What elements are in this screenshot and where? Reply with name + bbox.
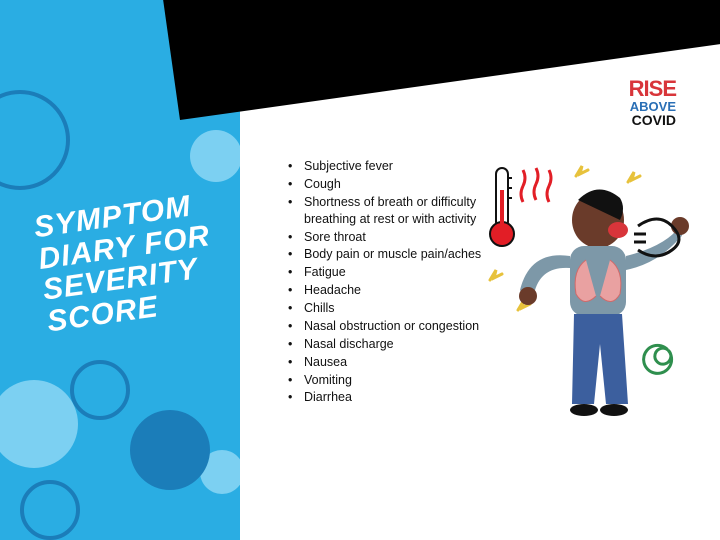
- list-item: Diarrhea: [286, 389, 486, 406]
- list-item: Cough: [286, 176, 486, 193]
- person-illustration: [478, 160, 698, 460]
- bubble: [70, 360, 130, 420]
- page-title: SYMPTOM DIARY FOR SEVERITY SCORE: [32, 189, 221, 338]
- bubble: [0, 90, 70, 190]
- bubble: [0, 380, 78, 468]
- spiral-icon: [644, 345, 672, 373]
- list-item: Shortness of breath or difficulty breath…: [286, 194, 486, 228]
- list-item: Sore throat: [286, 229, 486, 246]
- list-item: Nasal discharge: [286, 336, 486, 353]
- list-item: Vomiting: [286, 372, 486, 389]
- list-item: Chills: [286, 300, 486, 317]
- logo-line-3: COVID: [629, 113, 676, 127]
- thermometer-icon: [490, 168, 514, 246]
- list-item: Headache: [286, 282, 486, 299]
- heat-icon: [521, 168, 551, 202]
- person-icon: [519, 189, 689, 416]
- logo: RISE ABOVE COVID: [629, 78, 676, 127]
- logo-line-1: RISE: [629, 78, 676, 100]
- bubble: [20, 480, 80, 540]
- list-item: Subjective fever: [286, 158, 486, 175]
- symptom-list: Subjective feverCoughShortness of breath…: [286, 158, 486, 407]
- bubble: [130, 410, 210, 490]
- list-item: Body pain or muscle pain/aches: [286, 246, 486, 263]
- list-item: Nasal obstruction or congestion: [286, 318, 486, 335]
- list-item: Fatigue: [286, 264, 486, 281]
- bubble: [190, 130, 240, 182]
- list-item: Nausea: [286, 354, 486, 371]
